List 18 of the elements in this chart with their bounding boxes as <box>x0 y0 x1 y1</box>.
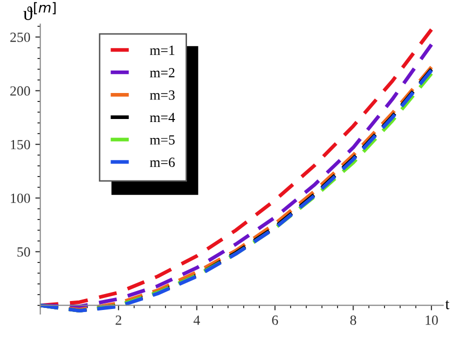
x-tick-label: 2 <box>116 316 122 325</box>
legend-label: m=2 <box>150 68 174 78</box>
y-tick-label: 150 <box>10 140 30 150</box>
x-tick-label: 10 <box>426 315 438 325</box>
x-tick-label: 8 <box>350 315 356 325</box>
y-tick-label: 200 <box>10 86 30 96</box>
y-tick-label: 50 <box>17 247 30 257</box>
x-axis-title: t <box>445 300 450 310</box>
y-tick-label: 100 <box>10 194 30 203</box>
y-tick-label: 250 <box>10 32 30 42</box>
legend-label: m=3 <box>150 90 175 100</box>
y-axis-title: ϑ$^{[m]}$ <box>23 2 56 20</box>
legend-label: m=6 <box>150 158 175 167</box>
x-tick-label: 4 <box>194 316 200 325</box>
legend-label: m=5 <box>150 135 175 145</box>
x-tick-label: 6 <box>272 316 278 325</box>
legend-label: m=4 <box>150 112 175 122</box>
legend-label: m=1 <box>150 46 174 55</box>
